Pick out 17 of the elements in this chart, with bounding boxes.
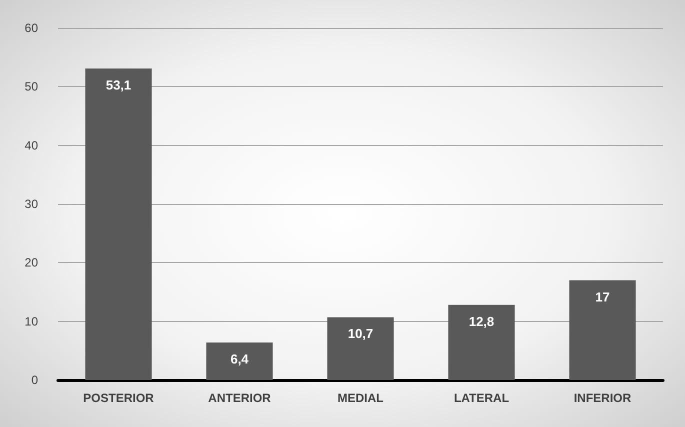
- x-tick-label: INFERIOR: [574, 391, 632, 405]
- y-tick-label: 40: [24, 138, 38, 152]
- y-tick-label: 0: [31, 373, 38, 387]
- data-label: 53,1: [106, 77, 132, 92]
- x-tick-label: LATERAL: [454, 391, 510, 405]
- y-tick-label: 50: [24, 80, 38, 94]
- x-tick-label: MEDIAL: [338, 391, 384, 405]
- y-tick-label: 60: [24, 21, 38, 35]
- x-tick-label: POSTERIOR: [83, 391, 154, 405]
- data-label: 12,8: [468, 314, 494, 329]
- data-label: 17: [595, 289, 610, 304]
- data-label: 6,4: [230, 351, 250, 366]
- y-tick-label: 10: [24, 314, 38, 328]
- y-tick-label: 30: [24, 197, 38, 211]
- y-tick-label: 20: [24, 256, 38, 270]
- data-label: 10,7: [348, 326, 374, 342]
- x-tick-label: ANTERIOR: [208, 391, 272, 405]
